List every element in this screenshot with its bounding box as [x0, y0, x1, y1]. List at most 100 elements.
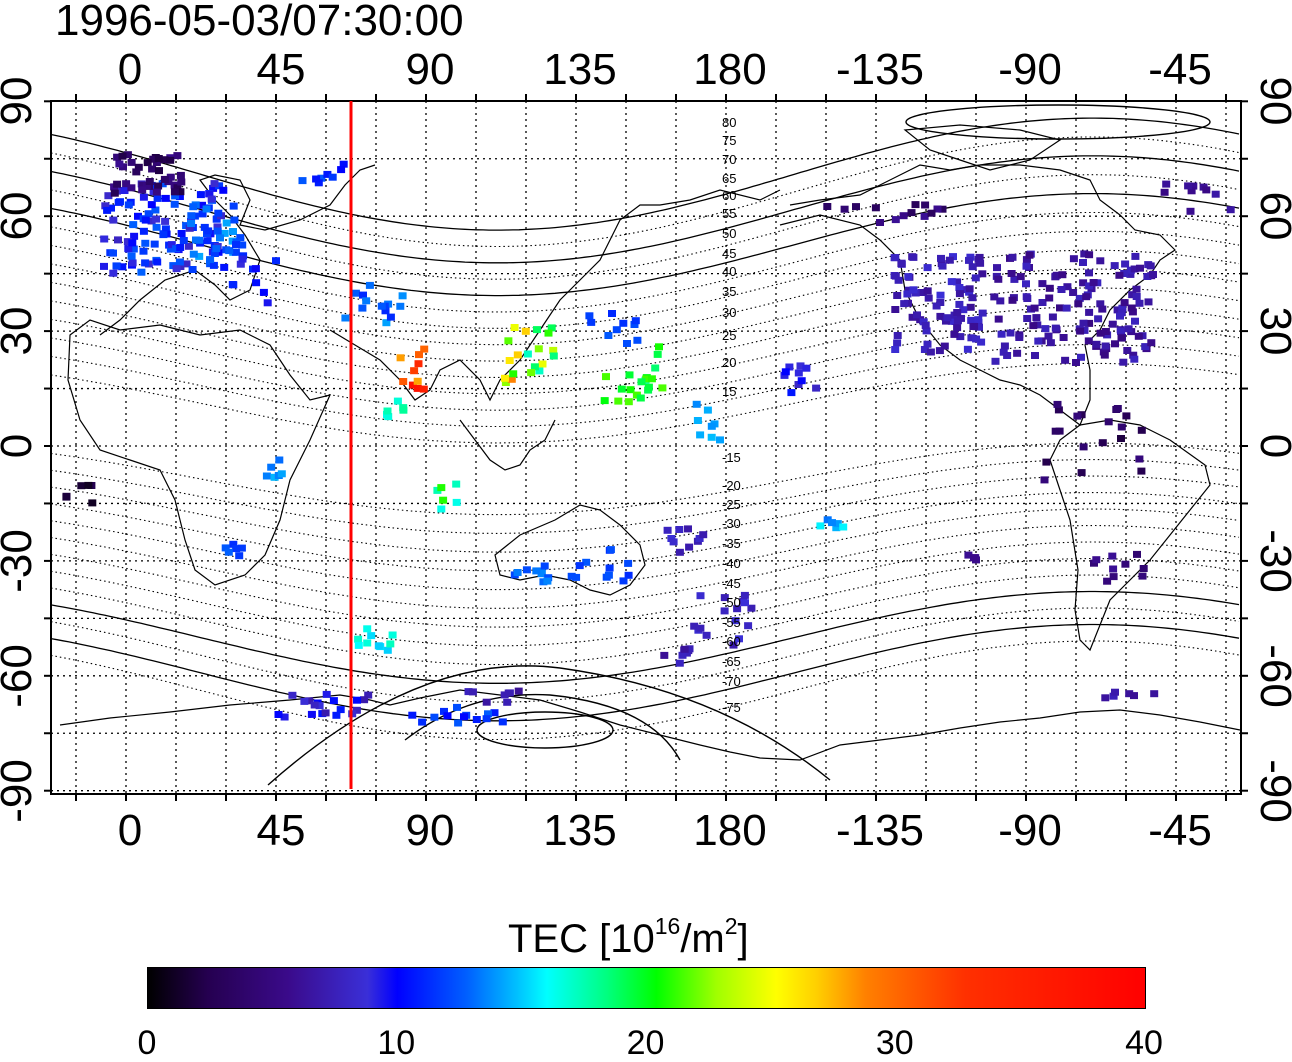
- tec-cell: [993, 264, 1001, 272]
- tec-cell: [523, 350, 532, 358]
- contour-label-south: -55: [722, 615, 741, 630]
- tec-cell: [166, 245, 175, 253]
- tec-cell: [1096, 329, 1105, 337]
- tec-cell: [897, 259, 906, 267]
- tec-cell: [658, 384, 667, 392]
- tec-cell: [959, 306, 968, 314]
- tec-cell: [189, 250, 198, 258]
- tec-cell: [410, 367, 419, 375]
- tec-cell: [138, 186, 147, 194]
- tec-cell: [229, 281, 238, 289]
- lat-label-left: 90: [0, 77, 41, 126]
- tec-cell: [177, 230, 186, 237]
- mag-lat-contour: [51, 623, 1240, 722]
- tec-cell: [235, 552, 244, 560]
- lat-label-left: 30: [0, 307, 41, 356]
- tec-cell: [484, 710, 492, 718]
- tec-cell: [956, 333, 965, 341]
- tec-cell: [949, 253, 957, 261]
- tec-cell: [933, 205, 942, 213]
- tec-cell: [363, 625, 372, 633]
- tec-cell: [159, 231, 168, 239]
- tec-cell: [1052, 271, 1061, 279]
- tec-cell: [1110, 262, 1119, 270]
- tec-cell: [1000, 342, 1009, 350]
- tec-cell: [175, 193, 184, 200]
- coast-australia: [494, 504, 646, 596]
- tec-cell: [1128, 308, 1137, 316]
- tec-cell: [608, 310, 616, 317]
- tec-cell: [994, 275, 1003, 283]
- tec-cell: [122, 180, 131, 188]
- tec-cell: [1119, 358, 1128, 366]
- mag-lat-contour: [51, 211, 1240, 313]
- tec-cell: [605, 564, 614, 572]
- tec-cell: [978, 270, 987, 278]
- tec-cell: [1080, 250, 1089, 258]
- tec-cell: [1077, 469, 1086, 477]
- lat-label-right: -90: [1251, 759, 1292, 823]
- tec-cell: [384, 413, 393, 421]
- tec-cell: [604, 332, 613, 339]
- tec-cell: [1063, 283, 1072, 291]
- tec-cell: [386, 313, 395, 321]
- tec-cell: [252, 279, 261, 287]
- contour-label-south: -70: [722, 674, 741, 689]
- map-frame: [44, 94, 1248, 801]
- tec-cell: [955, 290, 964, 298]
- tec-cell: [230, 216, 239, 224]
- tec-cell: [238, 255, 247, 263]
- tec-cell: [938, 205, 947, 213]
- tec-cell: [922, 327, 931, 335]
- tec-cell: [336, 706, 345, 714]
- tec-cell: [354, 635, 363, 643]
- mag-lat-contour: [51, 541, 1240, 628]
- tec-cell: [974, 316, 983, 324]
- tec-cell: [363, 639, 372, 647]
- tec-cell: [1129, 351, 1138, 359]
- tec-cell: [794, 369, 803, 377]
- tec-cell: [1069, 255, 1078, 263]
- tec-cell: [904, 273, 913, 281]
- tec-cell: [547, 324, 556, 332]
- tec-cell: [321, 709, 330, 717]
- tec-cell: [690, 622, 699, 630]
- tec-cell: [358, 304, 367, 312]
- contour-label-north: 45: [722, 246, 736, 261]
- tec-cell: [891, 254, 900, 262]
- tec-cell: [1073, 412, 1082, 420]
- tec-cell: [970, 323, 979, 330]
- tec-cell: [899, 212, 908, 220]
- tec-cell: [624, 398, 633, 406]
- lat-lon-grid: [51, 101, 1241, 794]
- lon-label-bottom: 0: [118, 806, 142, 855]
- contour-label-north: 60: [722, 188, 736, 203]
- tec-cell: [1059, 334, 1068, 341]
- tec-cell: [953, 278, 962, 286]
- magnetic-latitude-contours: [51, 104, 1240, 786]
- tec-cell: [220, 263, 229, 271]
- tec-cell: [505, 357, 514, 364]
- tec-cell: [414, 360, 423, 368]
- tec-cell: [314, 179, 323, 187]
- tec-cell: [100, 262, 108, 270]
- colorbar: [147, 967, 1146, 1009]
- tec-cell: [614, 397, 623, 405]
- tec-cell: [612, 326, 621, 334]
- tec-cell: [947, 317, 956, 325]
- tec-cell: [209, 184, 218, 192]
- tec-cell: [936, 291, 945, 299]
- tec-cell: [996, 297, 1005, 305]
- tec-cell: [62, 493, 71, 501]
- tec-cell: [1130, 692, 1138, 700]
- tec-cell: [1079, 279, 1088, 287]
- tec-cell: [207, 195, 216, 203]
- tec-cell: [587, 318, 596, 326]
- tec-cell: [1048, 313, 1057, 321]
- tec-cell: [377, 302, 386, 310]
- tec-cell: [1079, 443, 1088, 451]
- tec-cell: [127, 158, 136, 166]
- tec-cell: [953, 309, 962, 316]
- tec-cell: [535, 367, 544, 375]
- tec-cell: [504, 337, 513, 345]
